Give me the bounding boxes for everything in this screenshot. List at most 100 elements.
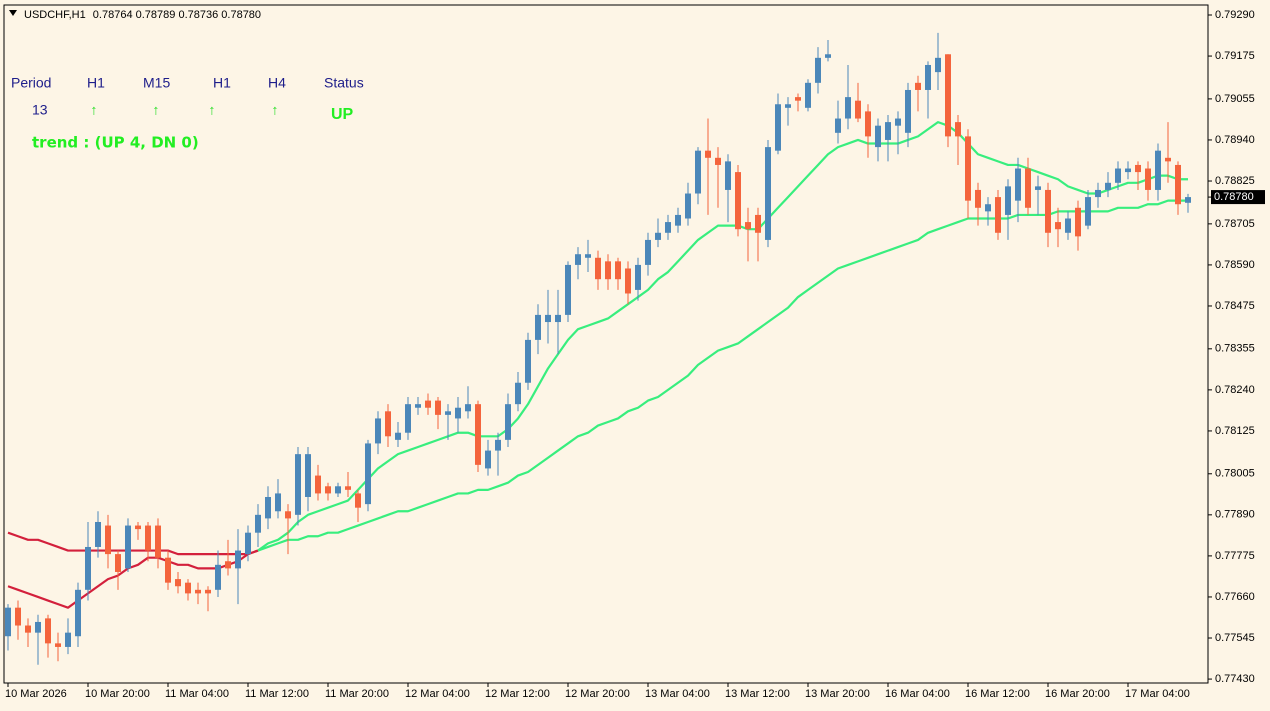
candle-body bbox=[685, 193, 691, 219]
candle-body bbox=[235, 550, 241, 569]
indicator-trend: trend : (UP 4, DN 0) bbox=[32, 134, 199, 152]
candle-body bbox=[765, 147, 771, 240]
ma-line bbox=[257, 199, 1188, 552]
x-tick-label: 12 Mar 04:00 bbox=[405, 688, 470, 700]
x-tick-label: 16 Mar 20:00 bbox=[1045, 688, 1110, 700]
y-tick-label: 0.78005 bbox=[1215, 468, 1255, 480]
x-tick-label: 12 Mar 12:00 bbox=[485, 688, 550, 700]
candle-body bbox=[545, 314, 551, 323]
candle-body bbox=[925, 64, 931, 90]
candle-body bbox=[15, 607, 21, 626]
indicator-arrow: ↑ bbox=[91, 102, 98, 118]
candle-body bbox=[755, 214, 761, 233]
y-tick-label: 0.78705 bbox=[1215, 218, 1255, 230]
candle-body bbox=[825, 54, 831, 58]
x-tick-label: 10 Mar 20:00 bbox=[85, 688, 150, 700]
indicator-header: H1 bbox=[213, 75, 231, 91]
candle-body bbox=[345, 486, 351, 490]
x-tick-label: 10 Mar 2026 bbox=[5, 688, 67, 700]
candle-body bbox=[175, 579, 181, 587]
candle-body bbox=[615, 261, 621, 280]
candle-body bbox=[45, 618, 51, 644]
candle-body bbox=[575, 254, 581, 265]
candle-body bbox=[285, 511, 291, 519]
candle-body bbox=[1155, 150, 1161, 190]
candle-body bbox=[905, 89, 911, 133]
candle-body bbox=[255, 514, 261, 533]
candle-body bbox=[655, 232, 661, 240]
x-tick-label: 13 Mar 20:00 bbox=[805, 688, 870, 700]
candle-body bbox=[395, 432, 401, 440]
candle-body bbox=[1095, 189, 1101, 198]
candle-body bbox=[375, 418, 381, 444]
candle-body bbox=[265, 496, 271, 519]
indicator-header: Period bbox=[11, 75, 51, 91]
candle-body bbox=[95, 521, 101, 547]
indicator-arrow: ↑ bbox=[209, 102, 216, 118]
candle-body bbox=[165, 557, 171, 583]
candle-body bbox=[1045, 189, 1051, 233]
candle-body bbox=[1175, 164, 1181, 205]
last-price-label: 0.78780 bbox=[1214, 191, 1254, 203]
candle-body bbox=[475, 404, 481, 465]
candle-body bbox=[335, 486, 341, 494]
candle-body bbox=[775, 104, 781, 151]
candle-body bbox=[355, 493, 361, 508]
candle-body bbox=[795, 97, 801, 101]
x-tick-label: 13 Mar 04:00 bbox=[645, 688, 710, 700]
plot-layer bbox=[5, 32, 1191, 665]
y-tick-label: 0.77660 bbox=[1215, 591, 1255, 603]
candle-body bbox=[785, 104, 791, 108]
x-tick-label: 17 Mar 04:00 bbox=[1125, 688, 1190, 700]
candle-body bbox=[875, 125, 881, 148]
candle-body bbox=[205, 589, 211, 594]
y-tick-label: 0.78475 bbox=[1215, 300, 1255, 312]
x-tick-label: 16 Mar 12:00 bbox=[965, 688, 1030, 700]
x-tick-label: 12 Mar 20:00 bbox=[565, 688, 630, 700]
candle-body bbox=[725, 161, 731, 190]
candle-body bbox=[1125, 168, 1131, 173]
candle-body bbox=[455, 407, 461, 419]
candle-body bbox=[55, 643, 61, 647]
plot-frame bbox=[3, 4, 1209, 684]
candle-body bbox=[935, 57, 941, 73]
y-tick-label: 0.79175 bbox=[1215, 50, 1255, 62]
candle-body bbox=[315, 475, 321, 494]
indicator-status: UP bbox=[331, 106, 354, 123]
candle-body bbox=[275, 493, 281, 512]
candle-body bbox=[695, 150, 701, 194]
candle-body bbox=[735, 172, 741, 230]
candle-body bbox=[105, 525, 111, 555]
header-low: 0.78736 bbox=[178, 9, 218, 21]
candle-body bbox=[885, 122, 891, 140]
x-tick-label: 13 Mar 12:00 bbox=[725, 688, 790, 700]
candle-body bbox=[625, 268, 631, 294]
candle-body bbox=[485, 450, 491, 469]
x-tick-label: 11 Mar 12:00 bbox=[245, 688, 309, 700]
indicator-header: H4 bbox=[268, 75, 286, 91]
candle-body bbox=[605, 261, 611, 280]
menu-triangle[interactable] bbox=[9, 10, 17, 16]
y-tick-label: 0.78825 bbox=[1215, 175, 1255, 187]
candle-body bbox=[915, 82, 921, 90]
candle-body bbox=[1075, 207, 1081, 237]
candle-body bbox=[855, 100, 861, 119]
candle-body bbox=[1165, 157, 1171, 162]
x-tick-label: 11 Mar 04:00 bbox=[165, 688, 229, 700]
candle-body bbox=[865, 111, 871, 137]
candle-body bbox=[445, 411, 451, 415]
candle-body bbox=[1185, 197, 1191, 203]
candle-body bbox=[675, 214, 681, 226]
candle-body bbox=[415, 404, 421, 408]
candle-body bbox=[365, 443, 371, 505]
indicator-header: Status bbox=[324, 75, 364, 91]
candle-body bbox=[135, 525, 141, 530]
indicator-header: M15 bbox=[143, 75, 170, 91]
candle-body bbox=[1065, 218, 1071, 233]
candle-body bbox=[945, 54, 951, 137]
candle-body bbox=[535, 314, 541, 340]
y-tick-label: 0.78355 bbox=[1215, 343, 1255, 355]
x-tick-label: 11 Mar 20:00 bbox=[325, 688, 389, 700]
